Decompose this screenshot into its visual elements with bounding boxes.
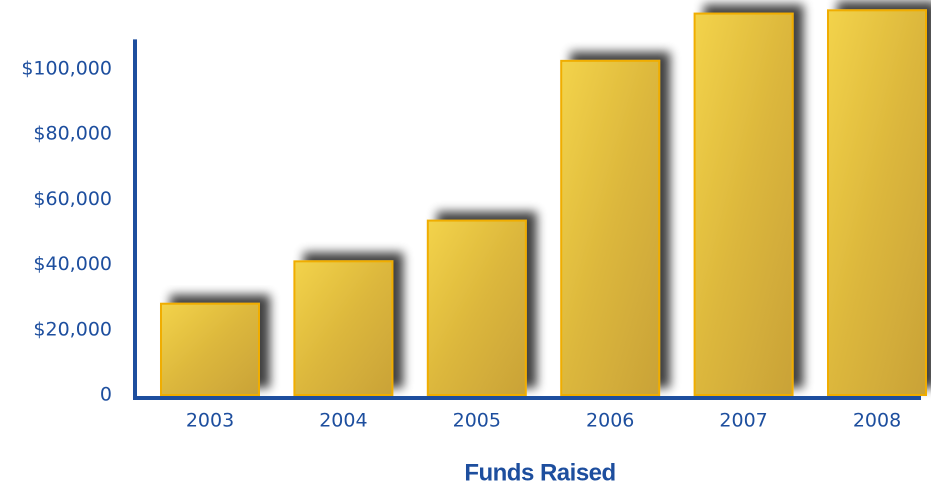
x-tick-label: 2006 [586,410,634,432]
bar [695,14,793,395]
y-tick-label: $40,000 [33,253,112,275]
x-tick-label: 2005 [453,410,501,432]
x-tick-label: 2003 [186,410,234,432]
y-tick-label: $60,000 [33,188,112,210]
x-tick-label: 2007 [719,410,767,432]
y-tick-label: $100,000 [21,58,112,80]
bar [828,10,926,395]
y-tick-label: $20,000 [33,318,112,340]
bar [161,304,259,395]
chart: Funds Raised 0 $20,000 $40,000 $60,000 $80,0… [0,0,931,491]
bar [294,261,392,395]
x-tick-label: 2008 [853,410,901,432]
chart-title: Funds Raised [464,459,615,486]
y-tick-label: $80,000 [33,123,112,145]
x-tick-label: 2004 [319,410,367,432]
y-tick-label: 0 [100,384,112,406]
bar [428,221,526,395]
bar [561,61,659,395]
